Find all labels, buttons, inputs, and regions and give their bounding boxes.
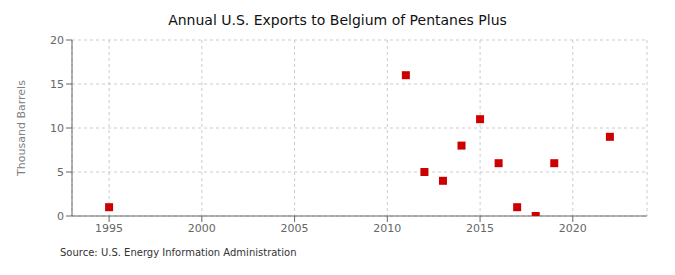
svg-text:2005: 2005 [281, 222, 309, 235]
svg-text:2000: 2000 [188, 222, 216, 235]
svg-text:2015: 2015 [466, 222, 494, 235]
svg-text:Thousand Barrels: Thousand Barrels [15, 80, 28, 177]
svg-text:0: 0 [57, 210, 64, 223]
html-text:Source: U.S. Energy Informatio: Source: U.S. Energy Information Administ… [60, 247, 297, 258]
svg-text:15: 15 [50, 78, 64, 91]
svg-text:5: 5 [57, 166, 64, 179]
svg-text:2010: 2010 [373, 222, 401, 235]
svg-text:1995: 1995 [95, 222, 123, 235]
svg-text:20: 20 [50, 34, 64, 47]
svg-text:2020: 2020 [559, 222, 587, 235]
svg-text:10: 10 [50, 122, 64, 135]
html-text:Annual U.S. Exports to Belgium: Annual U.S. Exports to Belgium of Pentan… [168, 12, 507, 28]
